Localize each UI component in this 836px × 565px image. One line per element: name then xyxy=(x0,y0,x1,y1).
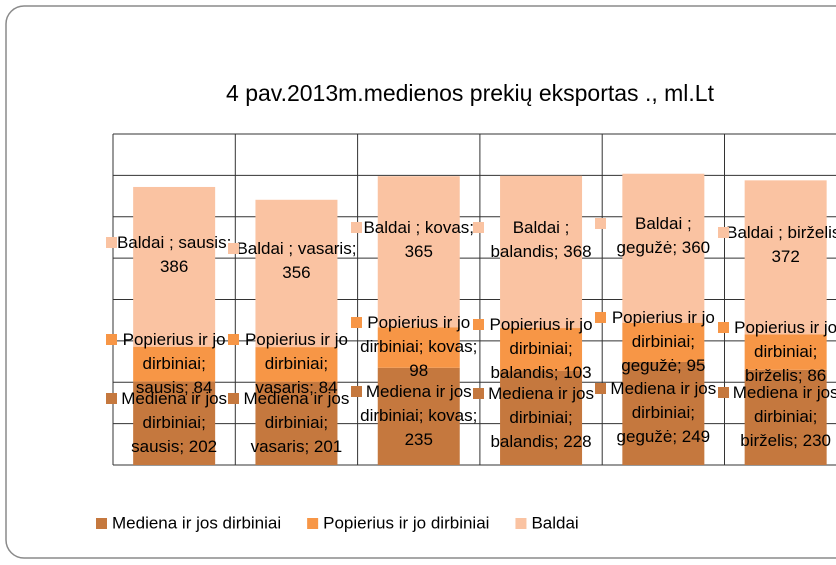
data-label: Baldai ; balandis; 368 xyxy=(490,217,592,261)
bar-segment xyxy=(255,381,338,465)
bar-segment xyxy=(500,328,583,371)
data-label: Popierius ir jo dirbiniai; sausis; 84 xyxy=(122,330,226,398)
bar-segment xyxy=(377,367,460,465)
data-label: Mediena ir jos dirbiniai; balandis; 228 xyxy=(488,383,594,451)
data-label: Popierius ir jo dirbiniai; birželis; 86 xyxy=(734,318,836,386)
bar-segment xyxy=(622,361,705,465)
bar-segment xyxy=(255,347,338,382)
data-label: Mediena ir jos dirbiniai; gegužė; 249 xyxy=(610,379,717,447)
data-label-key xyxy=(473,319,485,331)
data-label-key xyxy=(106,393,118,405)
bar-segment xyxy=(744,180,827,335)
data-label-key xyxy=(595,383,607,395)
data-label-key xyxy=(717,227,729,239)
data-label: Baldai ; vasaris; 356 xyxy=(236,239,357,283)
data-label: Baldai ; birželis; 372 xyxy=(726,223,836,267)
data-label: Baldai ; gegužė; 360 xyxy=(616,214,711,258)
data-label-key xyxy=(228,393,240,405)
data-label-key xyxy=(717,387,729,399)
data-label-key xyxy=(350,317,362,329)
bar-segment xyxy=(133,346,216,382)
data-label-key xyxy=(106,236,118,248)
bar-segment xyxy=(377,327,460,368)
legend-label: Mediena ir jos dirbiniai xyxy=(112,513,281,532)
data-label-key xyxy=(228,243,240,255)
data-label-key xyxy=(595,312,607,324)
legend-key xyxy=(96,518,107,529)
data-label: Mediena ir jos dirbiniai; vasaris; 201 xyxy=(243,389,350,457)
data-label-key xyxy=(106,334,118,346)
bar-segment xyxy=(133,381,216,465)
data-label: Mediena ir jos dirbiniai; birželis; 230 xyxy=(732,383,836,451)
data-label: Popierius ir jo dirbiniai; balandis; 103 xyxy=(489,315,593,383)
data-label-key xyxy=(595,218,607,230)
bar-segment xyxy=(744,334,827,370)
data-label-key xyxy=(228,334,240,346)
data-label: Baldai ; kovas; 365 xyxy=(363,217,475,261)
bar-segment xyxy=(622,322,705,362)
legend-key xyxy=(515,518,527,529)
data-label-key xyxy=(350,221,362,233)
legend-label: Baldai xyxy=(531,513,578,532)
bar-segment xyxy=(133,186,216,347)
data-label-key xyxy=(717,322,729,334)
data-label-key xyxy=(350,386,362,398)
data-label: Mediena ir jos dirbiniai; kovas; 235 xyxy=(360,382,478,450)
data-label: Popierius ir jo dirbiniai; kovas; 98 xyxy=(360,313,478,381)
data-label-key xyxy=(473,387,485,399)
data-label-key xyxy=(473,221,485,233)
legend-key xyxy=(307,518,319,529)
chart-title: 4 pav.2013m.medienos prekių eksportas .,… xyxy=(226,80,715,106)
bar-segment xyxy=(744,369,827,465)
bar-segment xyxy=(377,176,460,328)
bar-segment xyxy=(255,199,338,348)
data-label: Popierius ir jo dirbiniai; gegužė; 95 xyxy=(611,308,715,376)
bar-segment xyxy=(500,175,583,329)
data-label: Baldai ; sausis; 386 xyxy=(116,232,232,276)
data-label: Popierius ir jo dirbiniai; vasaris; 84 xyxy=(244,330,348,398)
bar-segment xyxy=(500,370,583,465)
legend-label: Popierius ir jo dirbiniai xyxy=(323,513,489,532)
data-label: Mediena ir jos dirbiniai; sausis; 202 xyxy=(121,389,228,457)
bar-segment xyxy=(622,173,705,323)
